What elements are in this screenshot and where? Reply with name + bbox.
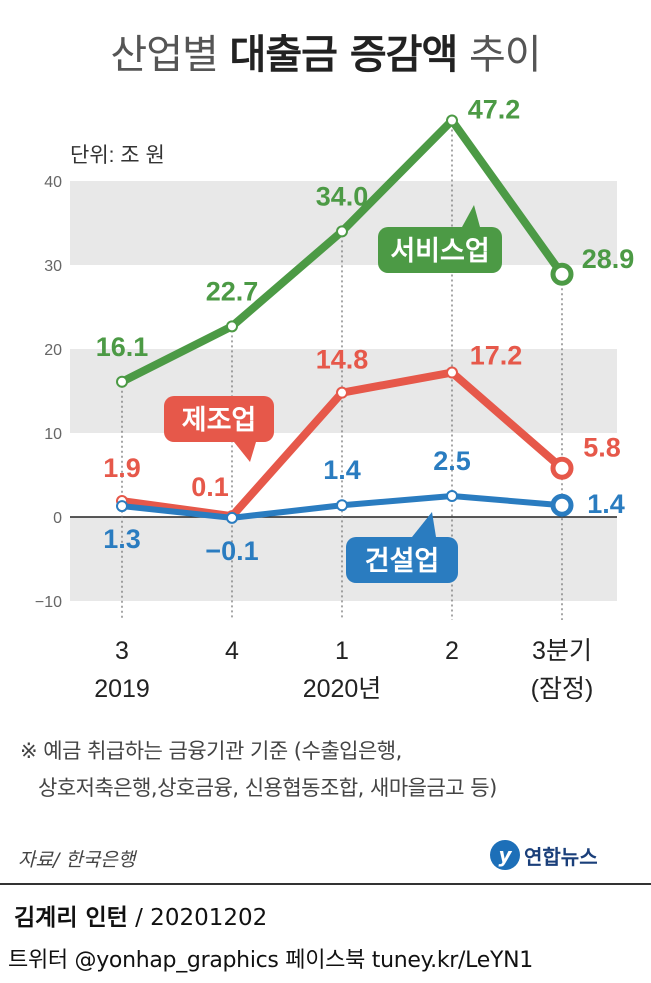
data-point [226, 511, 238, 524]
data-label: 2.5 [433, 446, 471, 476]
y-tick-label: −10 [35, 594, 62, 611]
data-label: 1.4 [323, 455, 361, 485]
series-tag-pointer [412, 512, 436, 537]
data-label: 16.1 [96, 332, 149, 362]
x-tick-label: 4 [225, 637, 239, 665]
chart-title: 산업별 대출금 증감액 추이 [110, 32, 541, 78]
y-tick-label: 40 [44, 174, 62, 191]
data-label: 17.2 [470, 341, 523, 371]
x-tick-label: 3 [115, 637, 129, 665]
data-point [116, 500, 128, 513]
yonhap-logo-icon: y [490, 840, 520, 870]
data-point [446, 114, 458, 127]
y-tick-label: 10 [44, 426, 62, 443]
x-tick-label: 2 [445, 637, 459, 665]
data-label: 5.8 [583, 432, 621, 462]
series-tag-box [378, 227, 502, 273]
data-point [336, 386, 348, 399]
data-point [446, 490, 458, 502]
data-label: 1.4 [587, 489, 625, 519]
data-point [550, 262, 574, 286]
series-tag-label: 제조업 [182, 405, 257, 435]
credit: 김계리 인턴 / 20201202 [14, 898, 267, 932]
data-point [336, 225, 348, 238]
data-point [226, 320, 238, 333]
series-tag-label: 건설업 [365, 546, 440, 576]
divider [0, 883, 651, 885]
series-tag-pointer [462, 205, 480, 227]
source-label: 자료/ 한국은행 [18, 849, 136, 871]
line-chart: −10 0 10 20 30 40 단위: 조 원 3 4 1 2 3분기 (잠정) 2019 2020년 1… [35, 95, 635, 703]
data-label: 1.9 [103, 453, 141, 483]
author: 김계리 인턴 [14, 905, 128, 931]
yonhap-logo-text: 연합뉴스 [524, 844, 598, 869]
unit-label: 단위: 조 원 [70, 144, 165, 167]
data-label: 14.8 [316, 345, 369, 375]
grid-band-2 [70, 517, 617, 601]
series-tag-box [346, 537, 458, 583]
data-point [336, 499, 348, 512]
yonhap-logo: y 연합뉴스 [490, 840, 598, 870]
social-links: 트위터 @yonhap_graphics 페이스북 tuney.kr/LeYN1 [8, 948, 533, 973]
x-tick-sublabel: (잠정) [531, 675, 594, 703]
data-point [446, 366, 458, 379]
data-point [550, 493, 574, 517]
footnote-line-1: ※ 예금 취급하는 금융기관 기준 (수출입은행, [20, 739, 402, 763]
date: / 20201202 [127, 905, 268, 931]
series-tag-pointer [234, 442, 256, 462]
data-point [116, 375, 128, 388]
y-tick-label: 0 [53, 510, 62, 527]
year-label: 2019 [94, 675, 150, 703]
series-tag-box [164, 396, 274, 442]
x-tick-label: 1 [335, 637, 349, 665]
data-label: 0.1 [191, 472, 229, 502]
data-point [550, 456, 574, 480]
data-label: 22.7 [206, 276, 259, 306]
data-label: 34.0 [316, 181, 369, 211]
data-label: 1.3 [103, 524, 141, 554]
year-label: 2020년 [303, 675, 382, 703]
footnote: ※ 예금 취급하는 금융기관 기준 (수출입은행, 상호저축은행,상호금융, 신… [20, 733, 497, 807]
x-tick-label: 3분기 [532, 637, 592, 665]
data-label: 28.9 [582, 244, 635, 274]
y-tick-label: 20 [44, 342, 62, 359]
data-label: 47.2 [468, 95, 521, 125]
footnote-line-2: 상호저축은행,상호금융, 신용협동조합, 새마을금고 등) [38, 776, 497, 800]
series-tag-label: 서비스업 [390, 236, 489, 266]
data-label: −0.1 [205, 536, 258, 566]
y-tick-label: 30 [44, 258, 62, 275]
